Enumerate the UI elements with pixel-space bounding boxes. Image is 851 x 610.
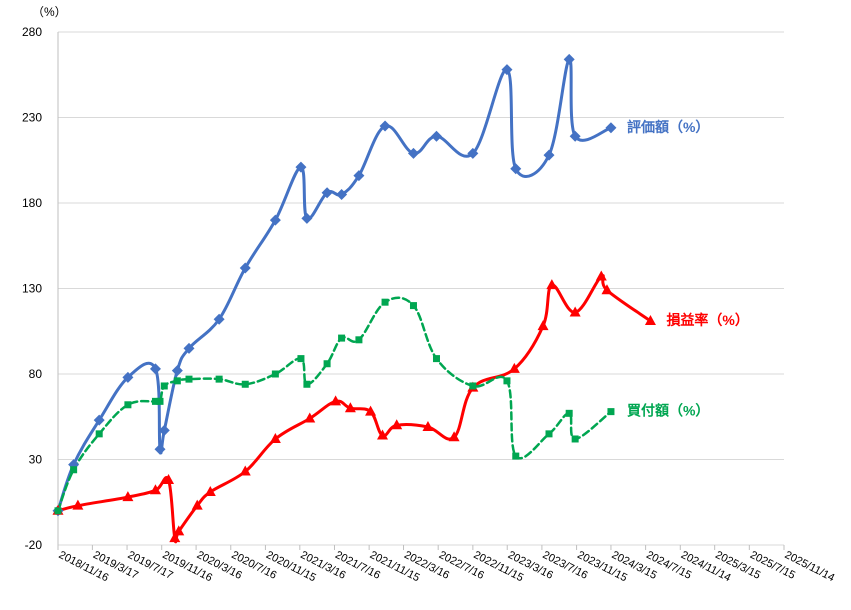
valuation-point [122,371,134,383]
profit-rate-point [72,499,84,510]
profit-rate-label: 損益率（%） [666,312,748,328]
profit-rate-point [344,402,356,413]
valuation-point [154,443,166,455]
profit-rate-point [204,485,216,496]
profit-rate-point [601,284,613,295]
purchase-point [323,360,331,368]
valuation-point [269,214,281,226]
purchase-point [173,377,181,385]
valuation-point [407,147,419,159]
series-lines [56,57,652,544]
y-tick-label: 180 [22,196,42,210]
purchase-point [565,409,573,417]
valuation-label: 評価額（%） [627,119,709,135]
valuation-point [543,149,555,161]
valuation-point [295,161,307,173]
valuation-point [510,163,522,175]
purchase-point [151,397,159,405]
profit-rate-point [169,532,181,543]
profit-rate-point [239,465,251,476]
valuation-point [563,53,575,65]
profit-rate-point [269,432,281,443]
purchase-point [355,336,363,344]
valuation-point [239,262,251,274]
y-tick-label: 230 [22,111,42,125]
profit-rate-point [422,421,434,432]
valuation-point [605,122,617,134]
purchase-point [215,375,223,383]
purchase-point [70,466,78,474]
purchase-point [124,401,132,409]
profit-rate-point [546,279,558,290]
valuation-point [467,147,479,159]
purchase-point [607,408,615,416]
y-axis-ticks: -20 30 80 130 180 230 280 [22,25,42,552]
purchase-label: 買付額（%） [627,403,709,419]
purchase-point [160,382,168,390]
purchase-point [545,430,553,438]
y-tick-label: -20 [25,538,43,552]
purchase-point [503,377,511,385]
valuation-point [501,64,513,76]
purchase-point [156,397,164,405]
profit-rate-point [191,499,203,510]
valuation-point [183,342,195,354]
y-axis-unit: （%） [32,5,67,19]
purchase-point [409,302,417,310]
purchase-point [381,298,389,306]
profit-rate-point [537,320,549,331]
valuation-point [171,365,183,377]
valuation-line [56,57,613,513]
profit-rate-point [149,484,161,495]
valuation-point [213,313,225,325]
valuation-point [158,424,170,436]
purchase-point [303,380,311,388]
valuation-point [353,170,365,182]
y-tick-label: 30 [29,453,43,467]
purchase-point [95,430,103,438]
purchase-point [271,370,279,378]
profit-rate-point [448,431,460,442]
y-tick-label: 280 [22,25,42,39]
purchase-point [185,375,193,383]
profit-rate-point [391,419,403,430]
profit-rate-point [595,270,607,281]
y-tick-label: 80 [29,367,43,381]
purchase-point [241,380,249,388]
y-tick-label: 130 [22,282,42,296]
purchase-point [432,355,440,363]
x-axis-ticks: 2018/11/162019/3/172019/7/172019/11/1620… [57,545,836,584]
profit-rate-point [376,429,388,440]
valuation-point [301,212,313,224]
profit-rate-point [330,395,342,406]
valuation-point [379,120,391,132]
profit-rate-point [304,412,316,423]
valuation-point [321,187,333,199]
purchase-point [512,452,520,460]
profit-rate-point [569,306,581,317]
valuation-point [569,130,581,142]
purchase-point [54,507,62,515]
profit-rate-point [365,405,377,416]
valuation-point [336,188,348,200]
series-labels: 評価額（%） 損益率（%） 買付額（%） [627,119,749,419]
valuation-point [430,130,442,142]
valuation-point [93,414,105,426]
purchase-point [571,435,579,443]
profit-rate-point [163,474,175,485]
purchase-point [338,334,346,342]
valuation-point [149,363,161,375]
series-markers [52,53,656,543]
profit-rate-point [508,362,520,373]
gridlines [57,31,784,546]
profit-rate-point [122,491,134,502]
profit-rate-point [644,314,656,325]
purchase-point [469,382,477,390]
profit-rate-line [56,274,652,544]
profit-rate-point [173,525,185,536]
purchase-point [297,355,305,363]
